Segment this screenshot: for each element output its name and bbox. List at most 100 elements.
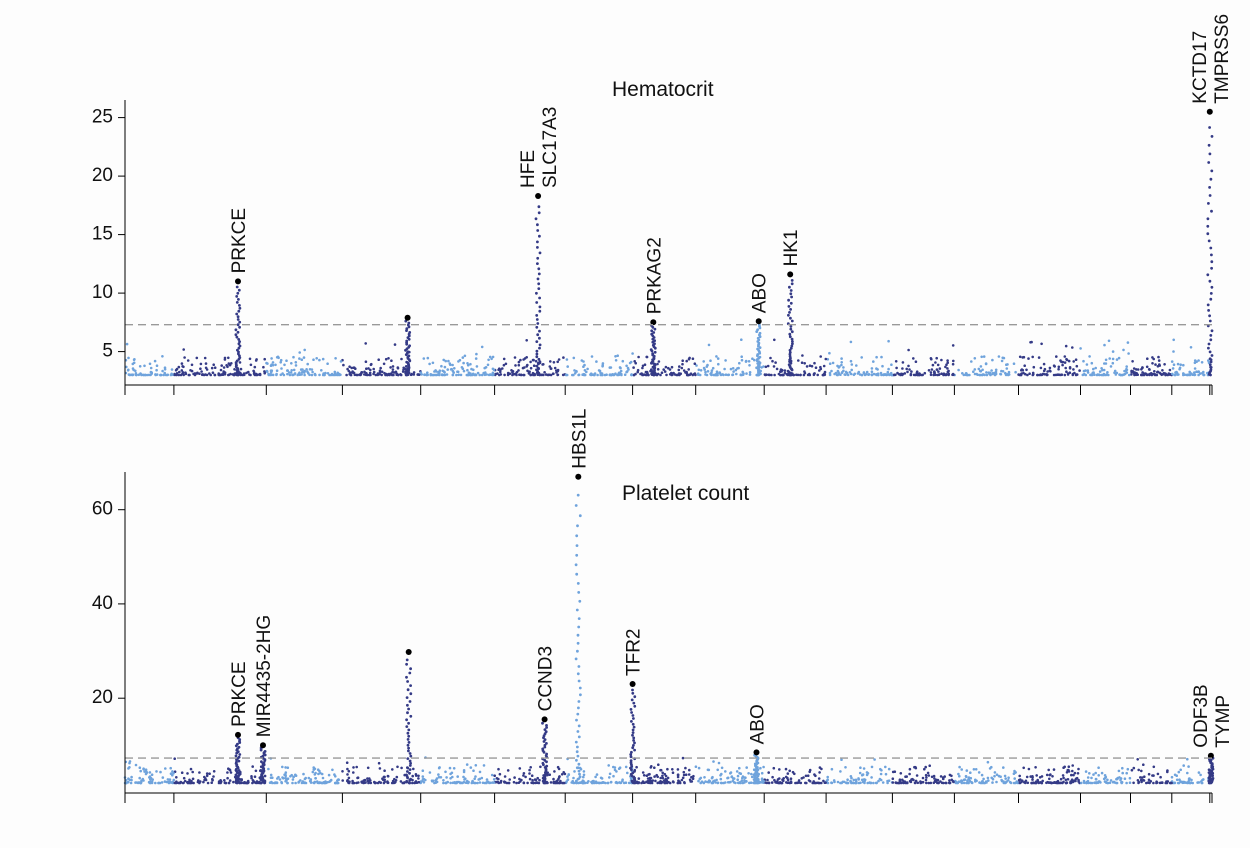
snp-point — [476, 371, 480, 375]
snp-point — [1209, 246, 1213, 250]
snp-point — [576, 672, 580, 676]
snp-point — [346, 773, 349, 776]
snp-point — [1188, 373, 1192, 377]
snp-point — [960, 781, 964, 785]
snp-point — [1084, 373, 1088, 377]
snp-point — [846, 778, 849, 781]
snp-point — [865, 370, 869, 374]
snp-point — [1045, 781, 1048, 785]
snp-point — [989, 373, 992, 377]
snp-point — [1065, 781, 1068, 784]
snp-point — [234, 328, 238, 332]
snp-point — [543, 728, 547, 731]
snp-point — [887, 339, 890, 343]
snp-point — [1037, 356, 1041, 359]
snp-point — [286, 766, 290, 769]
snp-point — [957, 368, 960, 372]
snp-point — [614, 781, 618, 784]
snp-point — [305, 368, 308, 371]
snp-point — [1102, 368, 1106, 372]
snp-point — [675, 373, 678, 377]
snp-point — [490, 357, 493, 361]
snp-point — [824, 357, 828, 361]
snp-point — [909, 372, 913, 376]
snp-point — [644, 370, 648, 374]
snp-point — [965, 769, 969, 772]
snp-point — [274, 363, 277, 367]
snp-point — [640, 781, 643, 785]
snp-point — [589, 373, 592, 376]
snp-point — [1106, 778, 1109, 782]
snp-point — [1036, 780, 1039, 783]
snp-point — [982, 355, 986, 358]
snp-point — [1208, 279, 1212, 283]
snp-point — [248, 373, 251, 376]
snp-point — [1014, 370, 1017, 374]
snp-point — [537, 205, 541, 209]
snp-point — [369, 373, 372, 377]
snp-point — [911, 777, 914, 781]
snp-point — [691, 373, 694, 377]
snp-point — [405, 725, 409, 728]
snp-point — [1000, 778, 1003, 782]
snp-point — [1155, 373, 1159, 377]
snp-point — [855, 364, 858, 367]
snp-point — [1006, 373, 1009, 376]
snp-point — [526, 781, 529, 785]
snp-point — [148, 771, 152, 774]
snp-point — [770, 781, 774, 784]
snp-point — [712, 760, 715, 763]
snp-point — [252, 369, 255, 373]
snp-point — [1170, 360, 1174, 363]
snp-point — [631, 731, 635, 734]
snp-point — [237, 298, 240, 301]
y-tick-label: 25 — [92, 107, 113, 128]
snp-point — [1043, 373, 1047, 376]
snp-point — [884, 772, 888, 776]
snp-point — [648, 772, 651, 776]
snp-point — [535, 355, 539, 359]
snp-point — [1066, 372, 1070, 375]
snp-point — [576, 582, 580, 585]
lead-snp-point — [541, 716, 548, 723]
snp-point — [797, 359, 800, 362]
snp-point — [1210, 209, 1213, 213]
snp-point — [154, 781, 157, 785]
snp-point — [1065, 771, 1069, 774]
snp-point — [444, 359, 448, 363]
snp-point — [578, 775, 582, 779]
snp-point — [805, 365, 809, 368]
snp-point — [406, 738, 410, 741]
snp-point — [1146, 357, 1149, 361]
snp-point — [407, 321, 411, 325]
snp-point — [282, 777, 285, 780]
snp-point — [291, 781, 294, 785]
snp-point — [711, 781, 715, 785]
snp-point — [729, 367, 733, 371]
snp-point — [469, 362, 472, 366]
snp-point — [884, 765, 887, 769]
snp-point — [1188, 370, 1191, 374]
snp-point — [935, 356, 938, 360]
snp-point — [958, 774, 961, 778]
snp-point — [629, 759, 633, 763]
snp-point — [1059, 781, 1063, 785]
snp-point — [1182, 373, 1185, 377]
snp-point — [575, 553, 579, 557]
snp-point — [191, 770, 194, 774]
snp-point — [537, 211, 541, 215]
snp-point — [450, 367, 454, 371]
snp-point — [933, 371, 936, 374]
snp-point — [335, 373, 339, 377]
snp-point — [860, 373, 864, 377]
snp-point — [857, 781, 861, 785]
snp-point — [472, 769, 475, 772]
snp-point — [697, 779, 700, 783]
snp-point — [1208, 350, 1212, 354]
snp-point — [285, 779, 288, 782]
snp-point — [1026, 781, 1030, 785]
snp-point — [1200, 780, 1203, 783]
snp-point — [738, 766, 741, 770]
snp-point — [788, 285, 791, 289]
